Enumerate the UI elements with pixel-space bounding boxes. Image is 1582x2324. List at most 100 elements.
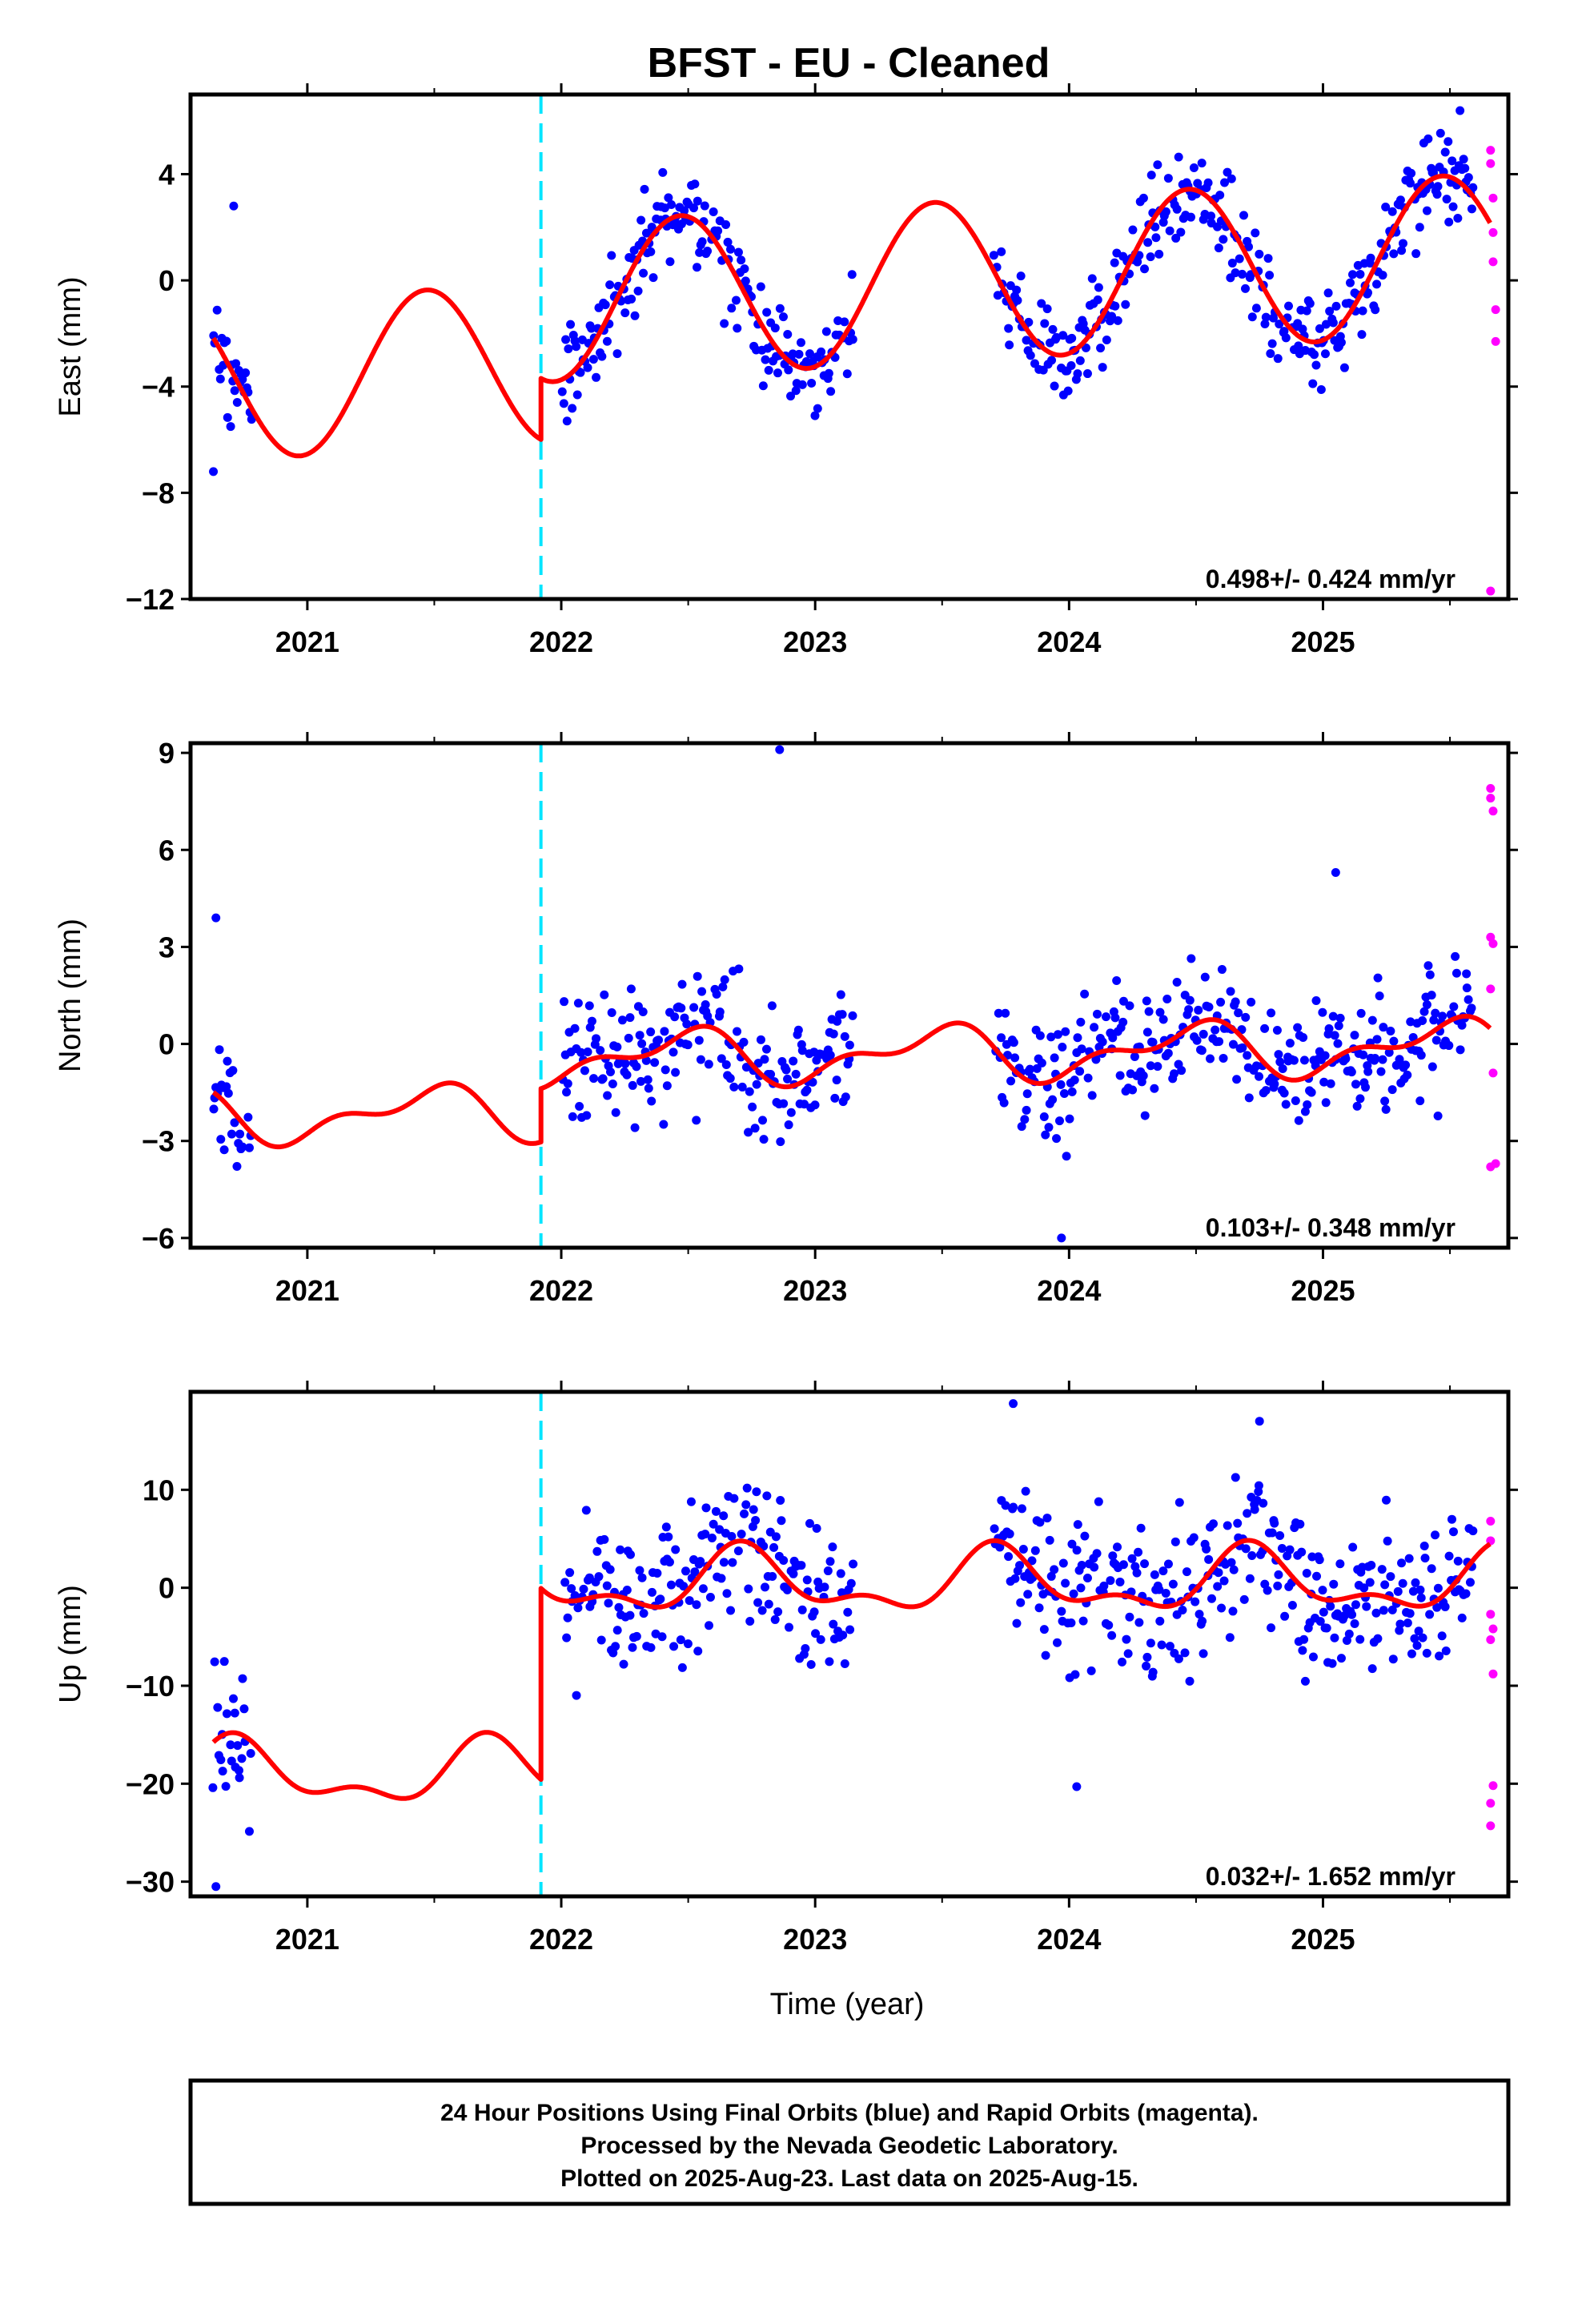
- data-point: [1200, 972, 1210, 982]
- data-point: [1273, 354, 1283, 364]
- data-point: [1345, 278, 1355, 287]
- data-point: [1004, 1552, 1014, 1562]
- data-point: [1379, 1023, 1388, 1032]
- rapid-point: [1488, 193, 1498, 203]
- data-point: [560, 1578, 570, 1587]
- data-point: [587, 1016, 596, 1026]
- data-point: [696, 1055, 705, 1064]
- data-point: [1143, 238, 1153, 247]
- data-point: [1226, 987, 1235, 996]
- data-point: [592, 1546, 602, 1556]
- data-point: [786, 392, 796, 401]
- y-tick-label: 9: [159, 737, 175, 770]
- data-point: [246, 1749, 255, 1759]
- data-point: [625, 1550, 635, 1559]
- data-point: [1293, 319, 1303, 328]
- data-point: [210, 1657, 219, 1667]
- data-point: [669, 1642, 679, 1651]
- data-point: [1359, 1050, 1368, 1059]
- data-point: [1155, 1007, 1165, 1017]
- final-orbit-points: [208, 1399, 1478, 1892]
- data-point: [1093, 295, 1102, 304]
- data-point: [1363, 287, 1372, 297]
- data-point: [1467, 204, 1476, 214]
- data-point: [1351, 1600, 1360, 1610]
- data-point: [600, 300, 610, 310]
- data-point: [720, 975, 729, 984]
- data-point: [1241, 283, 1251, 293]
- data-point: [1431, 1530, 1440, 1540]
- data-point: [783, 1074, 793, 1084]
- data-point: [1243, 1051, 1252, 1060]
- data-point: [775, 745, 785, 754]
- data-point: [639, 268, 648, 278]
- data-point: [627, 294, 636, 304]
- data-point: [707, 1533, 717, 1542]
- data-point: [1016, 271, 1026, 281]
- data-point: [575, 1101, 584, 1111]
- data-point: [1010, 1574, 1020, 1583]
- data-point: [635, 1031, 644, 1040]
- data-point: [1386, 1572, 1395, 1582]
- data-point: [1184, 1005, 1194, 1015]
- data-point: [761, 1044, 771, 1054]
- data-point: [661, 1522, 671, 1532]
- data-point: [1303, 1100, 1312, 1109]
- data-point: [776, 1495, 785, 1505]
- data-point: [1219, 235, 1228, 244]
- data-point: [215, 1045, 224, 1055]
- data-point: [758, 381, 768, 391]
- data-point: [211, 1882, 221, 1892]
- data-point: [1197, 159, 1207, 168]
- data-point: [999, 1098, 1009, 1108]
- data-point: [1272, 1026, 1282, 1035]
- data-point: [709, 207, 718, 216]
- footer-line-2: Processed by the Nevada Geodetic Laborat…: [580, 2133, 1118, 2159]
- data-point: [797, 1605, 807, 1614]
- data-point: [1076, 1583, 1086, 1593]
- data-point: [833, 1016, 842, 1026]
- data-point: [1066, 1618, 1076, 1628]
- data-point: [802, 1085, 812, 1095]
- data-point: [762, 1491, 772, 1501]
- data-point: [1350, 1619, 1359, 1629]
- data-point: [1214, 243, 1223, 253]
- data-point: [1461, 1589, 1471, 1598]
- data-point: [779, 1555, 789, 1565]
- data-point: [1207, 211, 1216, 221]
- rapid-point: [1486, 159, 1496, 168]
- data-point: [797, 1561, 806, 1570]
- y-tick-label: −12: [126, 583, 175, 616]
- data-point: [1267, 1623, 1276, 1633]
- data-point: [1045, 1535, 1054, 1545]
- data-point: [238, 1142, 247, 1152]
- data-point: [1127, 1554, 1137, 1563]
- data-point: [1440, 1602, 1450, 1611]
- data-point: [1144, 1007, 1154, 1016]
- rapid-point: [1486, 1799, 1496, 1808]
- data-point: [1231, 1473, 1240, 1482]
- data-point: [800, 1100, 809, 1109]
- data-point: [1146, 1638, 1155, 1648]
- data-point: [1373, 973, 1383, 983]
- data-point: [764, 365, 773, 375]
- data-point: [241, 368, 251, 378]
- data-point: [1307, 1088, 1316, 1097]
- data-point: [1300, 1107, 1310, 1116]
- data-point: [596, 1635, 606, 1645]
- data-point: [633, 286, 643, 296]
- data-point: [1387, 1085, 1397, 1095]
- data-point: [619, 1659, 628, 1669]
- data-point: [775, 304, 785, 313]
- data-point: [752, 1487, 761, 1497]
- data-point: [1279, 1088, 1289, 1098]
- data-point: [1083, 1073, 1093, 1083]
- data-point: [1227, 259, 1237, 268]
- data-point: [740, 264, 749, 274]
- data-point: [1125, 1612, 1134, 1622]
- data-point: [1107, 312, 1117, 321]
- data-point: [1387, 1605, 1397, 1614]
- data-point: [1073, 1520, 1082, 1530]
- data-point: [572, 342, 581, 352]
